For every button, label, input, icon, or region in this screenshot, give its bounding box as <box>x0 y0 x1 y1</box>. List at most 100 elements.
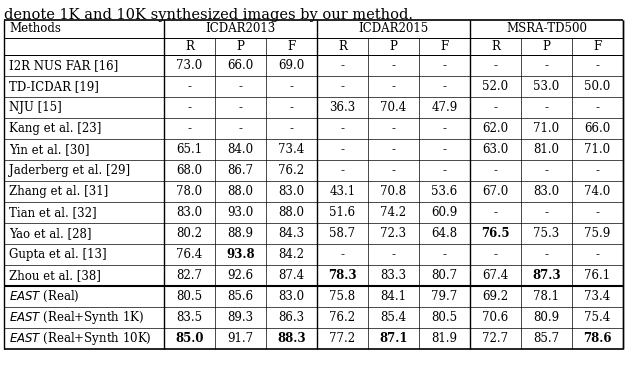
Text: 76.2: 76.2 <box>278 164 305 177</box>
Text: 83.3: 83.3 <box>380 269 406 282</box>
Text: 78.1: 78.1 <box>534 290 559 303</box>
Text: Yao et al. [28]: Yao et al. [28] <box>9 227 92 240</box>
Text: P: P <box>237 40 244 53</box>
Text: F: F <box>593 40 602 53</box>
Text: 78.6: 78.6 <box>583 332 612 345</box>
Text: -: - <box>442 143 447 156</box>
Text: 80.9: 80.9 <box>533 311 559 324</box>
Text: -: - <box>289 80 294 93</box>
Text: 80.5: 80.5 <box>431 311 458 324</box>
Text: -: - <box>442 80 447 93</box>
Text: 64.8: 64.8 <box>431 227 458 240</box>
Text: -: - <box>392 143 396 156</box>
Text: -: - <box>442 248 447 261</box>
Text: -: - <box>340 122 344 135</box>
Text: P: P <box>543 40 550 53</box>
Text: 58.7: 58.7 <box>330 227 356 240</box>
Text: -: - <box>595 248 600 261</box>
Text: -: - <box>340 164 344 177</box>
Text: NJU [15]: NJU [15] <box>9 101 61 114</box>
Text: ICDAR2015: ICDAR2015 <box>358 22 429 36</box>
Text: -: - <box>595 164 600 177</box>
Text: Jaderberg et al. [29]: Jaderberg et al. [29] <box>9 164 130 177</box>
Text: 78.3: 78.3 <box>328 269 357 282</box>
Text: 69.0: 69.0 <box>278 59 305 72</box>
Text: 67.0: 67.0 <box>483 185 509 198</box>
Text: 74.2: 74.2 <box>380 206 406 219</box>
Text: 76.2: 76.2 <box>330 311 356 324</box>
Text: -: - <box>340 248 344 261</box>
Text: Yin et al. [30]: Yin et al. [30] <box>9 143 90 156</box>
Text: -: - <box>239 101 243 114</box>
Text: R: R <box>185 40 194 53</box>
Text: 88.0: 88.0 <box>227 185 253 198</box>
Text: 84.2: 84.2 <box>278 248 305 261</box>
Text: 75.9: 75.9 <box>584 227 611 240</box>
Text: 50.0: 50.0 <box>584 80 611 93</box>
Text: -: - <box>493 101 497 114</box>
Text: -: - <box>289 101 294 114</box>
Text: -: - <box>442 164 447 177</box>
Text: 93.8: 93.8 <box>226 248 255 261</box>
Text: 52.0: 52.0 <box>483 80 509 93</box>
Text: 82.7: 82.7 <box>177 269 202 282</box>
Text: I2R NUS FAR [16]: I2R NUS FAR [16] <box>9 59 118 72</box>
Text: denote 1K and 10K synthesized images by our method.: denote 1K and 10K synthesized images by … <box>4 8 413 22</box>
Text: -: - <box>392 248 396 261</box>
Text: 65.1: 65.1 <box>177 143 203 156</box>
Text: 62.0: 62.0 <box>483 122 509 135</box>
Text: -: - <box>392 80 396 93</box>
Text: TD-ICDAR [19]: TD-ICDAR [19] <box>9 80 99 93</box>
Text: Kang et al. [23]: Kang et al. [23] <box>9 122 101 135</box>
Text: -: - <box>340 59 344 72</box>
Text: -: - <box>493 164 497 177</box>
Text: 63.0: 63.0 <box>483 143 509 156</box>
Text: 80.2: 80.2 <box>177 227 202 240</box>
Text: 89.3: 89.3 <box>227 311 253 324</box>
Text: 71.0: 71.0 <box>584 143 611 156</box>
Text: 60.9: 60.9 <box>431 206 458 219</box>
Text: Gupta et al. [13]: Gupta et al. [13] <box>9 248 107 261</box>
Text: 73.0: 73.0 <box>177 59 203 72</box>
Text: 83.0: 83.0 <box>278 185 305 198</box>
Text: -: - <box>392 122 396 135</box>
Text: 83.5: 83.5 <box>177 311 203 324</box>
Text: 69.2: 69.2 <box>483 290 509 303</box>
Text: Zhang et al. [31]: Zhang et al. [31] <box>9 185 108 198</box>
Text: 91.7: 91.7 <box>227 332 253 345</box>
Text: -: - <box>289 122 294 135</box>
Text: 92.6: 92.6 <box>227 269 253 282</box>
Text: -: - <box>392 164 396 177</box>
Text: 75.8: 75.8 <box>330 290 356 303</box>
Text: -: - <box>493 59 497 72</box>
Text: 83.0: 83.0 <box>278 290 305 303</box>
Text: 73.4: 73.4 <box>278 143 305 156</box>
Text: 81.9: 81.9 <box>431 332 458 345</box>
Text: F: F <box>440 40 449 53</box>
Text: 93.0: 93.0 <box>227 206 253 219</box>
Text: -: - <box>340 143 344 156</box>
Text: 81.0: 81.0 <box>534 143 559 156</box>
Text: -: - <box>595 101 600 114</box>
Text: R: R <box>491 40 500 53</box>
Text: 80.5: 80.5 <box>177 290 203 303</box>
Text: 85.6: 85.6 <box>227 290 253 303</box>
Text: -: - <box>545 101 548 114</box>
Text: 70.4: 70.4 <box>380 101 406 114</box>
Text: 80.7: 80.7 <box>431 269 458 282</box>
Text: -: - <box>392 59 396 72</box>
Text: Methods: Methods <box>9 22 61 36</box>
Text: 68.0: 68.0 <box>177 164 203 177</box>
Text: Zhou et al. [38]: Zhou et al. [38] <box>9 269 101 282</box>
Text: R: R <box>338 40 347 53</box>
Text: 70.8: 70.8 <box>380 185 406 198</box>
Text: 53.0: 53.0 <box>533 80 559 93</box>
Text: 75.3: 75.3 <box>533 227 559 240</box>
Text: 88.0: 88.0 <box>278 206 305 219</box>
Text: $\mathit{EAST}$ (Real): $\mathit{EAST}$ (Real) <box>9 289 80 304</box>
Text: 36.3: 36.3 <box>330 101 356 114</box>
Text: 86.3: 86.3 <box>278 311 305 324</box>
Text: 72.3: 72.3 <box>380 227 406 240</box>
Text: -: - <box>545 164 548 177</box>
Text: 72.7: 72.7 <box>483 332 509 345</box>
